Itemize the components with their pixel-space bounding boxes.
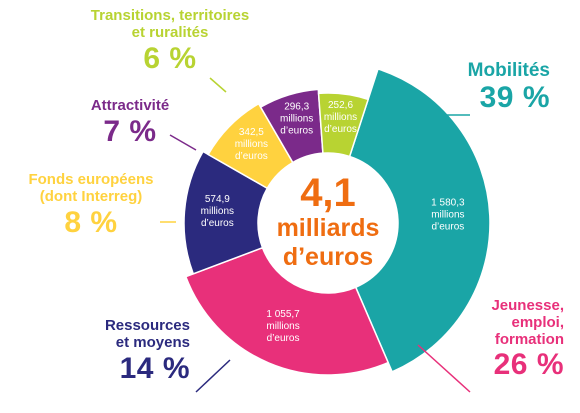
slice-transitions	[317, 92, 370, 158]
label-jeunesse: Jeunesse, emploi, formation 26 %	[440, 297, 564, 382]
label-jeunesse-pct: 26 %	[493, 348, 564, 382]
label-fonds-line1: Fonds européens	[28, 171, 154, 188]
label-mobilites: Mobilités 39 %	[420, 60, 550, 115]
label-transitions: Transitions, territoires et ruralités 6 …	[70, 7, 270, 75]
donut-slices	[183, 67, 491, 376]
label-jeunesse-line3: formation	[494, 330, 564, 348]
label-jeunesse-line1: Jeunesse,	[491, 297, 564, 314]
label-transitions-pct: 6 %	[143, 41, 197, 75]
label-ressources-pct: 14 %	[119, 351, 190, 385]
leader-lines	[160, 77, 471, 393]
leader-line-jeunesse	[417, 344, 471, 393]
donut-center-total: 4,1 milliards d’euros	[258, 172, 398, 272]
center-line3: d’euros	[282, 243, 374, 271]
value-label-jeunesse: 1 055,7 millions d’euros	[266, 309, 300, 344]
label-ressources-line1: Ressources	[104, 317, 190, 334]
slice-attractivite	[259, 88, 324, 164]
slice-value-labels: 1 580,3 millions d’euros 1 055,7 millions d’e…	[201, 100, 465, 344]
slice-fonds	[207, 102, 294, 190]
label-jeunesse-line2: emploi,	[511, 313, 564, 331]
label-attractivite-name: Attractivité	[90, 97, 170, 114]
label-fonds-line2: (dont Interreg)	[39, 187, 143, 205]
label-ressources: Ressources et moyens 14 %	[60, 317, 190, 385]
value-label-mobilites: 1 580,3 millions d’euros	[431, 197, 465, 232]
label-transitions-line2: et ruralités	[131, 23, 209, 41]
leader-line-ressources	[195, 359, 231, 393]
label-fonds-pct: 8 %	[64, 205, 118, 239]
leader-line-attractivite	[169, 134, 197, 151]
value-label-attractivite: 296,3 millions d’euros	[280, 102, 313, 137]
center-amount: 4,1	[300, 171, 356, 215]
label-transitions-line1: Transitions, territoires	[90, 7, 250, 24]
label-mobilites-name: Mobilités	[467, 60, 550, 81]
label-ressources-line2: et moyens	[115, 333, 190, 351]
slice-ressources	[183, 150, 269, 275]
label-attractivite-pct: 7 %	[103, 114, 157, 148]
value-label-transitions: 252,6 millions d’euros	[324, 100, 357, 135]
center-line2: milliards	[276, 214, 380, 242]
slice-jeunesse	[184, 246, 390, 376]
slice-mobilites	[348, 67, 491, 373]
leader-line-transitions	[209, 77, 227, 93]
label-fonds: Fonds européens (dont Interreg) 8 %	[6, 171, 176, 239]
value-label-ressources: 574,9 millions d’euros	[201, 194, 234, 229]
label-mobilites-pct: 39 %	[479, 81, 550, 115]
label-attractivite: Attractivité 7 %	[60, 97, 200, 148]
value-label-fonds: 342,5 millions d’euros	[235, 127, 268, 162]
